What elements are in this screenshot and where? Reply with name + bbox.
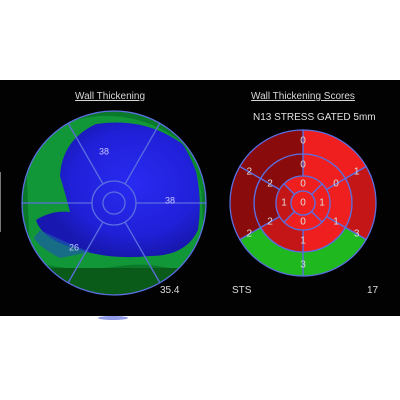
score-outer-inferior: 3 [300,260,306,271]
segment-value-label: 38 [165,195,175,205]
polar-map-viewer: Wall Thickening Wall Thickening Scores N… [0,80,400,316]
scale-tick-bar [0,172,4,232]
score-mid-anterior: 0 [300,160,306,171]
score-mid-inferoseptal: 2 [267,217,273,228]
score-outer-anterolateral: 1 [354,167,360,178]
perfusion-blue-region [36,122,200,258]
perfusion-teal-edge [34,230,90,258]
score-apex: 0 [300,198,306,209]
left-map-value: 35.4 [160,285,180,296]
segment-value-label: 26 [69,242,79,252]
score-mid-inferolateral: 1 [333,217,339,228]
score-mid-inferior: 1 [300,236,306,247]
score-outer-inferolateral: 3 [354,229,360,240]
score-apical-anterior: 0 [300,179,306,190]
score-apical-inferior: 0 [300,217,306,228]
score-apical-septal: 1 [281,198,287,209]
score-outer-anterior: 0 [300,136,306,147]
segment-value-label: 38 [99,146,109,156]
polar-maps: 38 38 26 0 1 3 3 2 2 0 [21,110,377,296]
score-mid-anteroseptal: 2 [267,179,273,190]
score-outer-inferoseptal: 2 [247,229,253,240]
score-mid-anterolateral: 0 [333,179,339,190]
score-outer-anteroseptal: 2 [247,167,253,178]
score-type-label: STS [232,285,252,296]
segment-count-label: 17 [367,285,379,296]
scroll-glow-indicator [98,316,128,320]
left-segment-grid [21,110,207,296]
perfusion-dark-bottom [22,268,206,295]
segment-17-apex [290,190,316,216]
wall-thickening-scores-title: Wall Thickening Scores [251,91,355,102]
scan-subtitle: N13 STRESS GATED 5mm [253,112,376,123]
wall-thickening-title: Wall Thickening [75,91,146,102]
score-apical-lateral: 1 [319,198,325,209]
wall-thickening-scores-bullseye [229,129,377,277]
